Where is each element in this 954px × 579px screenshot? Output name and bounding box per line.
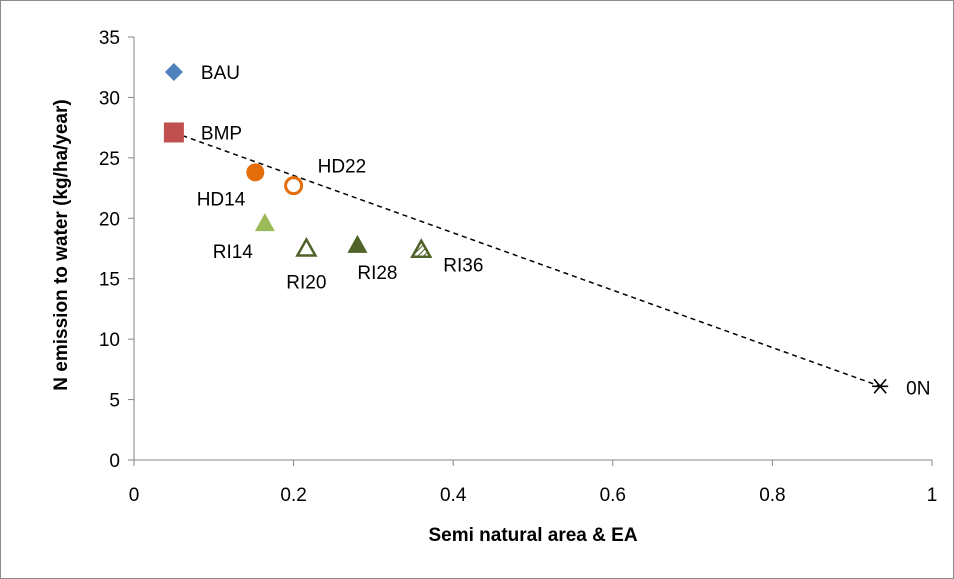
trendline: [173, 131, 881, 387]
point-ri28: [347, 234, 368, 253]
point-label-ri28: RI28: [357, 263, 397, 284]
x-tick-label: 0.2: [280, 485, 306, 506]
y-axis-title: N emission to water (kg/ha/year): [51, 99, 72, 390]
point-0n: [873, 378, 887, 394]
point-ri36: [410, 238, 433, 258]
y-tick-label: 25: [99, 149, 120, 170]
point-label-hd22: HD22: [318, 157, 367, 178]
y-tick-label: 20: [99, 209, 120, 230]
x-tick-label: 0: [129, 485, 140, 506]
point-hd22: [284, 176, 304, 196]
y-tick-label: 0: [109, 451, 120, 472]
point-label-0n: 0N: [906, 378, 930, 399]
y-tick-label: 35: [99, 28, 120, 49]
point-ri14: [254, 213, 275, 232]
point-bmp: [163, 122, 184, 143]
x-tick-label: 1: [927, 485, 938, 506]
x-tick-label: 0.4: [440, 485, 467, 506]
x-axis-title: Semi natural area & EA: [428, 525, 637, 546]
axes: 0 5 10 15 20 25 30 35 0 0.2 0.4 0.6 0.8 1: [99, 28, 937, 506]
x-tick-label: 0.8: [759, 485, 785, 506]
labels-group: BAU BMP HD14 HD22 RI14 RI20 RI28 RI36 0N: [197, 63, 931, 399]
points-group: [163, 63, 889, 394]
point-label-ri14: RI14: [213, 242, 254, 263]
point-label-ri20: RI20: [286, 273, 326, 294]
point-bau: [164, 63, 183, 82]
y-tick-label: 30: [99, 88, 120, 109]
point-label-hd14: HD14: [197, 189, 246, 210]
y-tick-label: 10: [99, 330, 120, 351]
point-ri20: [295, 236, 318, 257]
x-tick-label: 0.6: [600, 485, 626, 506]
point-label-bau: BAU: [201, 63, 240, 84]
trendline-group: [173, 131, 881, 387]
y-tick-label: 5: [109, 391, 120, 412]
y-tick-label: 15: [99, 270, 120, 291]
point-hd14: [246, 163, 265, 182]
point-label-bmp: BMP: [201, 123, 242, 144]
point-label-ri36: RI36: [443, 256, 483, 277]
